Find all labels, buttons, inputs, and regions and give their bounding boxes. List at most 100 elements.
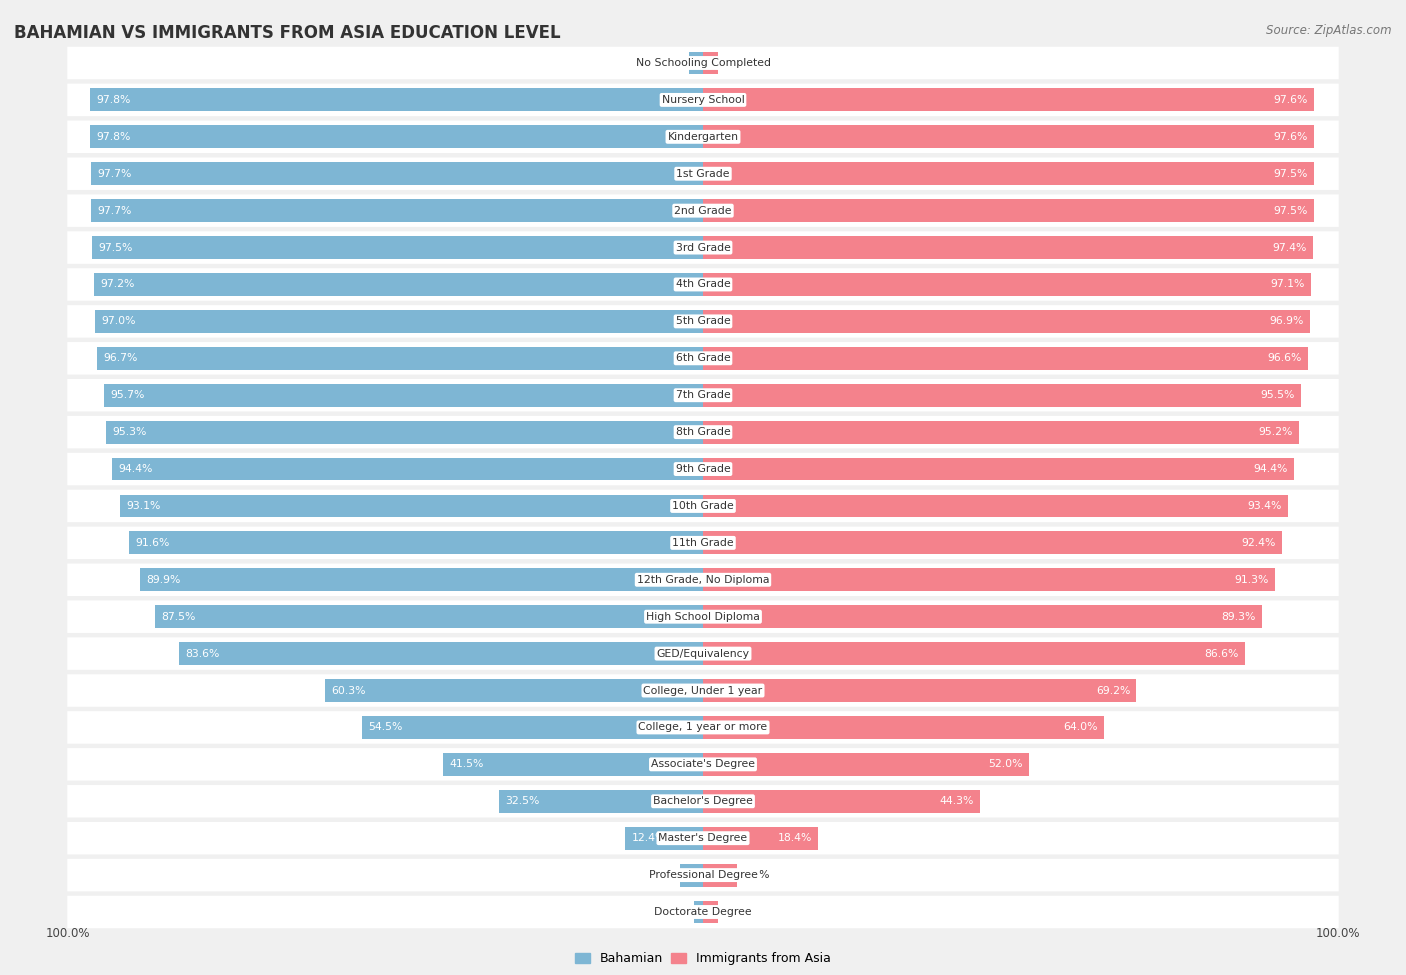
Text: Source: ZipAtlas.com: Source: ZipAtlas.com — [1267, 24, 1392, 37]
Bar — [703, 679, 1136, 702]
FancyBboxPatch shape — [67, 194, 1339, 227]
Text: 93.1%: 93.1% — [127, 501, 160, 511]
Bar — [93, 236, 703, 259]
Text: 7th Grade: 7th Grade — [676, 390, 730, 400]
Bar — [681, 864, 703, 886]
Text: 32.5%: 32.5% — [506, 797, 540, 806]
Text: 9th Grade: 9th Grade — [676, 464, 730, 474]
Bar — [361, 716, 703, 739]
Text: BAHAMIAN VS IMMIGRANTS FROM ASIA EDUCATION LEVEL: BAHAMIAN VS IMMIGRANTS FROM ASIA EDUCATI… — [14, 24, 561, 42]
Text: 69.2%: 69.2% — [1095, 685, 1130, 695]
Text: 95.3%: 95.3% — [112, 427, 146, 437]
Text: 60.3%: 60.3% — [332, 685, 366, 695]
Text: 94.4%: 94.4% — [1254, 464, 1288, 474]
Text: 97.8%: 97.8% — [97, 132, 131, 141]
Bar — [689, 52, 703, 74]
FancyBboxPatch shape — [67, 305, 1339, 337]
Bar — [94, 273, 703, 296]
Bar — [703, 716, 1104, 739]
Text: 92.4%: 92.4% — [1241, 538, 1275, 548]
Bar — [703, 643, 1246, 665]
FancyBboxPatch shape — [67, 416, 1339, 448]
Bar — [111, 457, 703, 481]
Bar — [626, 827, 703, 849]
FancyBboxPatch shape — [67, 601, 1339, 633]
Text: 97.0%: 97.0% — [101, 317, 136, 327]
Bar — [120, 494, 703, 518]
Text: 89.9%: 89.9% — [146, 575, 180, 585]
FancyBboxPatch shape — [67, 489, 1339, 523]
FancyBboxPatch shape — [67, 859, 1339, 891]
Legend: Bahamian, Immigrants from Asia: Bahamian, Immigrants from Asia — [571, 947, 835, 970]
Text: 41.5%: 41.5% — [450, 760, 484, 769]
Text: No Schooling Completed: No Schooling Completed — [636, 58, 770, 68]
Text: 54.5%: 54.5% — [368, 722, 402, 732]
Text: 97.1%: 97.1% — [1271, 280, 1305, 290]
Bar — [703, 753, 1029, 776]
Bar — [96, 310, 703, 332]
Bar — [703, 273, 1312, 296]
Bar — [91, 199, 703, 222]
Bar — [703, 790, 980, 813]
Text: 64.0%: 64.0% — [1063, 722, 1098, 732]
Bar — [703, 605, 1263, 628]
Text: 1.5%: 1.5% — [661, 907, 689, 917]
Text: 5.5%: 5.5% — [742, 870, 770, 880]
Text: 2.2%: 2.2% — [657, 58, 685, 68]
FancyBboxPatch shape — [67, 452, 1339, 486]
FancyBboxPatch shape — [67, 564, 1339, 596]
Text: 1st Grade: 1st Grade — [676, 169, 730, 178]
Text: 44.3%: 44.3% — [939, 797, 974, 806]
Text: Nursery School: Nursery School — [662, 95, 744, 105]
FancyBboxPatch shape — [67, 379, 1339, 411]
Text: 95.5%: 95.5% — [1261, 390, 1295, 400]
FancyBboxPatch shape — [67, 84, 1339, 116]
Text: Kindergarten: Kindergarten — [668, 132, 738, 141]
FancyBboxPatch shape — [67, 675, 1339, 707]
Text: 2.4%: 2.4% — [723, 58, 751, 68]
Bar — [703, 347, 1308, 370]
Bar — [703, 384, 1301, 407]
Bar — [703, 310, 1310, 332]
Bar — [703, 89, 1315, 111]
Text: 96.9%: 96.9% — [1270, 317, 1303, 327]
Text: 94.4%: 94.4% — [118, 464, 152, 474]
FancyBboxPatch shape — [67, 748, 1339, 781]
Bar — [325, 679, 703, 702]
Text: 97.4%: 97.4% — [1272, 243, 1306, 253]
Bar — [703, 531, 1282, 555]
Text: Bachelor's Degree: Bachelor's Degree — [652, 797, 754, 806]
Bar — [180, 643, 703, 665]
Text: 10th Grade: 10th Grade — [672, 501, 734, 511]
Text: 97.7%: 97.7% — [97, 206, 132, 215]
Text: 3rd Grade: 3rd Grade — [675, 243, 731, 253]
Text: 97.5%: 97.5% — [1272, 169, 1308, 178]
Text: 96.6%: 96.6% — [1267, 353, 1302, 364]
Text: 6th Grade: 6th Grade — [676, 353, 730, 364]
Text: 97.6%: 97.6% — [1274, 95, 1308, 105]
Bar — [703, 494, 1288, 518]
Text: 91.6%: 91.6% — [135, 538, 170, 548]
FancyBboxPatch shape — [67, 822, 1339, 854]
Text: 97.8%: 97.8% — [97, 95, 131, 105]
Bar — [703, 901, 718, 923]
FancyBboxPatch shape — [67, 526, 1339, 559]
Bar — [703, 568, 1275, 591]
Text: 4th Grade: 4th Grade — [676, 280, 730, 290]
Text: 95.2%: 95.2% — [1258, 427, 1294, 437]
Text: GED/Equivalency: GED/Equivalency — [657, 648, 749, 658]
Bar — [105, 420, 703, 444]
Text: Professional Degree: Professional Degree — [648, 870, 758, 880]
Text: 96.7%: 96.7% — [104, 353, 138, 364]
FancyBboxPatch shape — [67, 158, 1339, 190]
Text: 97.2%: 97.2% — [100, 280, 135, 290]
Text: 83.6%: 83.6% — [186, 648, 221, 658]
Text: High School Diploma: High School Diploma — [647, 611, 759, 622]
Text: Associate's Degree: Associate's Degree — [651, 760, 755, 769]
Bar — [703, 236, 1313, 259]
Text: 97.5%: 97.5% — [98, 243, 134, 253]
Text: 11th Grade: 11th Grade — [672, 538, 734, 548]
Bar — [703, 52, 718, 74]
FancyBboxPatch shape — [67, 268, 1339, 300]
Text: 12th Grade, No Diploma: 12th Grade, No Diploma — [637, 575, 769, 585]
